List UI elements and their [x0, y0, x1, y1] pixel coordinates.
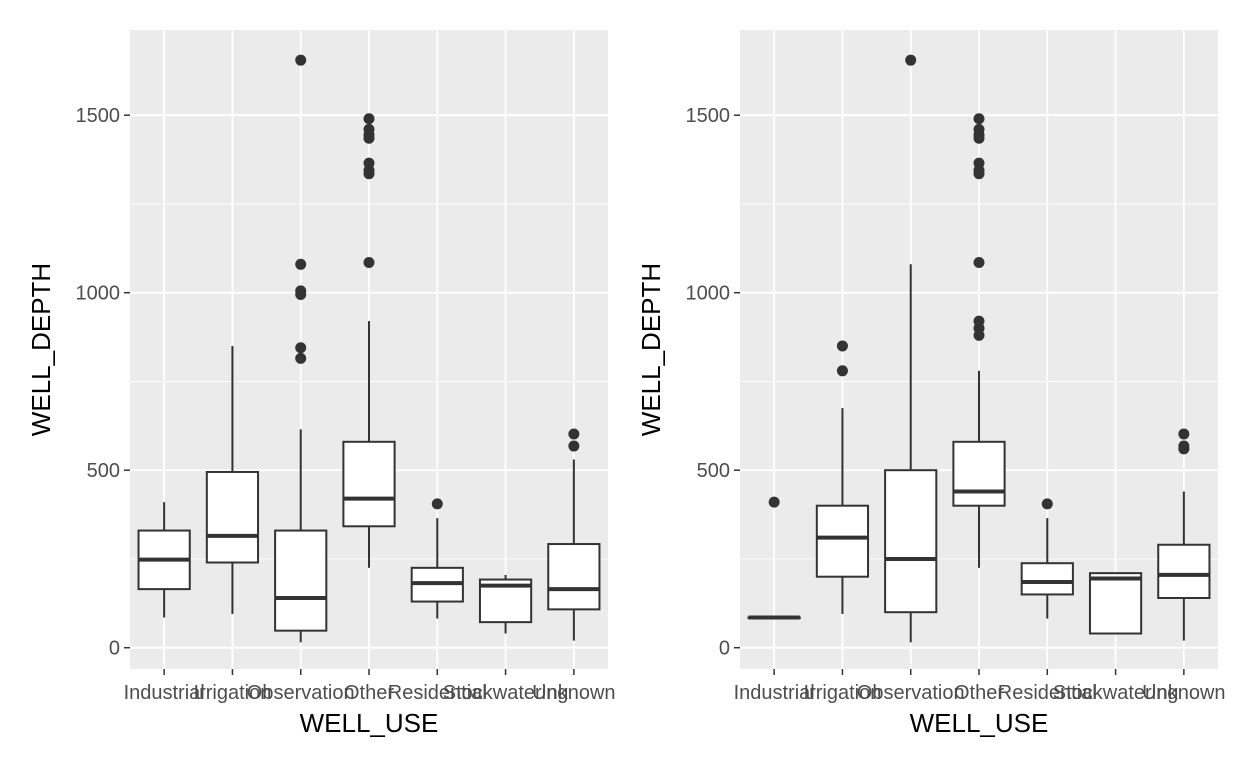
- box-body: [342, 440, 396, 528]
- x-tick-label: Residential: [388, 682, 487, 704]
- box-body: [884, 469, 938, 614]
- y-tick-label: 0: [109, 638, 120, 660]
- y-tick-label: 1000: [686, 283, 731, 305]
- box-other: [342, 113, 396, 568]
- x-tick-label: Industrial: [734, 682, 815, 704]
- outlier-point: [1041, 498, 1053, 510]
- y-tick-label: 1000: [76, 283, 121, 305]
- outlier-point: [363, 113, 375, 125]
- x-tick-label: Unknown: [532, 682, 615, 704]
- outlier-point: [568, 440, 580, 452]
- y-tick-label: 0: [719, 638, 730, 660]
- box-irrigation: [815, 340, 870, 614]
- x-tick-label: Stockwatering: [1053, 682, 1179, 704]
- outlier-point: [836, 365, 848, 377]
- box-series: [747, 54, 1211, 643]
- outlier-point: [973, 315, 985, 327]
- x-tick-label: Other: [344, 682, 394, 704]
- x-tick-label: Industrial: [124, 682, 205, 704]
- outlier-point: [363, 257, 375, 269]
- y-tick-label: 500: [87, 460, 120, 482]
- box-irrigation: [205, 345, 260, 614]
- y-tick-label: 1500: [686, 105, 731, 127]
- x-tick-label: Stockwatering: [443, 682, 569, 704]
- box-series: [137, 54, 601, 643]
- y-tick-label: 500: [697, 460, 730, 482]
- outlier-point: [295, 352, 307, 364]
- x-axis-title: WELL_USE: [300, 708, 439, 738]
- outlier-point: [973, 113, 985, 125]
- outlier-point: [295, 285, 307, 297]
- outlier-point: [973, 257, 985, 269]
- outlier-point: [568, 428, 580, 440]
- box-residential: [410, 498, 464, 619]
- outlier-point: [363, 123, 375, 135]
- y-tick-label: 1500: [76, 105, 121, 127]
- box-body: [952, 440, 1006, 507]
- box-unknown: [547, 428, 601, 641]
- outlier-point: [1178, 440, 1190, 452]
- box-stockwatering: [1088, 572, 1143, 635]
- outlier-point: [295, 54, 307, 66]
- box-body: [1020, 562, 1074, 596]
- box-industrial: [747, 496, 801, 620]
- x-tick-label: Unknown: [1142, 682, 1225, 704]
- box-other: [952, 113, 1006, 568]
- outlier-point: [905, 54, 917, 66]
- x-tick-label: Observation: [247, 682, 355, 704]
- box-body: [547, 543, 601, 611]
- y-axis: 0 500 1000 1500: [686, 105, 740, 660]
- x-axis: IndustrialIrrigationObservationOtherResi…: [124, 669, 616, 704]
- chart-panel-left: 0 500 1000 1500 IndustrialIrrigationObserva…: [26, 30, 616, 738]
- outlier-point: [1178, 428, 1190, 440]
- outlier-point: [363, 157, 375, 169]
- x-tick-label: Residential: [998, 682, 1097, 704]
- outlier-point: [973, 157, 985, 169]
- x-axis-title: WELL_USE: [910, 708, 1049, 738]
- outlier-point: [768, 496, 780, 508]
- box-body: [815, 504, 870, 578]
- box-body: [1157, 543, 1211, 599]
- outlier-point: [836, 340, 848, 352]
- outlier-point: [295, 258, 307, 270]
- box-observation: [274, 54, 328, 643]
- x-tick-label: Irrigation: [804, 682, 882, 704]
- outlier-point: [973, 123, 985, 135]
- y-axis-title: WELL_DEPTH: [636, 263, 666, 436]
- box-body: [1088, 572, 1143, 635]
- x-tick-label: Irrigation: [194, 682, 272, 704]
- x-tick-label: Observation: [857, 682, 965, 704]
- box-unknown: [1157, 428, 1211, 641]
- box-stockwatering: [478, 574, 533, 634]
- box-industrial: [137, 502, 191, 618]
- box-residential: [1020, 498, 1074, 619]
- outlier-point: [295, 342, 307, 354]
- x-tick-label: Other: [954, 682, 1004, 704]
- y-axis: 0 500 1000 1500: [76, 105, 130, 660]
- chart-panel-right: 0 500 1000 1500 IndustrialIrrigationObserva…: [636, 30, 1226, 738]
- box-body: [205, 470, 260, 564]
- box-body: [274, 529, 328, 632]
- outlier-point: [431, 498, 443, 510]
- box-observation: [884, 54, 938, 643]
- y-axis-title: WELL_DEPTH: [26, 263, 56, 436]
- x-axis: IndustrialIrrigationObservationOtherResi…: [734, 669, 1226, 704]
